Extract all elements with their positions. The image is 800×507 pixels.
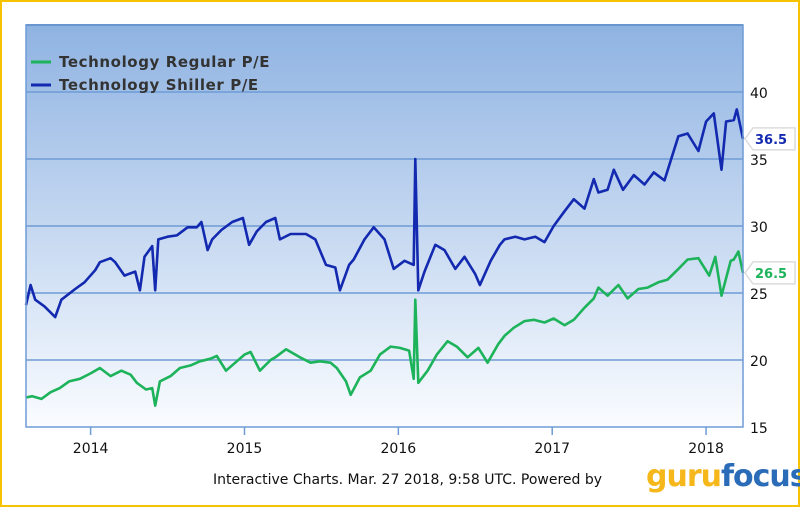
legend-label: Technology Regular P/E (59, 53, 270, 71)
x-tick-label: 2016 (381, 441, 417, 457)
y-tick-label: 15 (750, 421, 768, 437)
gurufocus-logo[interactable]: gurufocus (646, 460, 800, 494)
series-line-shiller-pe (24, 108, 745, 319)
legend: Technology Regular P/E Technology Shiller… (31, 53, 270, 94)
axes: 15 20 25 30 35 40 2014 2015 2016 2017 2018 (25, 24, 768, 457)
series-line-regular-pe (25, 250, 745, 407)
y-tick-label: 25 (750, 287, 768, 303)
callout-box (744, 127, 796, 151)
x-tick-label: 2014 (73, 441, 109, 457)
legend-label: Technology Shiller P/E (59, 76, 259, 94)
y-tick-label: 30 (750, 220, 768, 236)
y-tick-label: 20 (750, 354, 768, 370)
callout-value: 26.5 (755, 267, 787, 282)
last-value-callout: 36.5 (744, 127, 796, 151)
y-tick-label: 40 (750, 86, 768, 102)
callout-box (744, 261, 796, 285)
y-tick-label: 35 (750, 153, 768, 169)
logo-guru: guru (646, 459, 722, 494)
callout-value: 36.5 (755, 133, 787, 148)
x-tick-label: 2018 (688, 441, 724, 457)
series-lines (24, 108, 745, 407)
x-tick-label: 2015 (227, 441, 263, 457)
x-tick-label: 2017 (534, 441, 570, 457)
last-value-callouts: 26.5 36.5 (744, 127, 796, 285)
footer-text: Interactive Charts. Mar. 27 2018, 9:58 U… (213, 472, 603, 488)
logo-focus: focus (720, 459, 800, 494)
last-value-callout: 26.5 (744, 261, 796, 285)
